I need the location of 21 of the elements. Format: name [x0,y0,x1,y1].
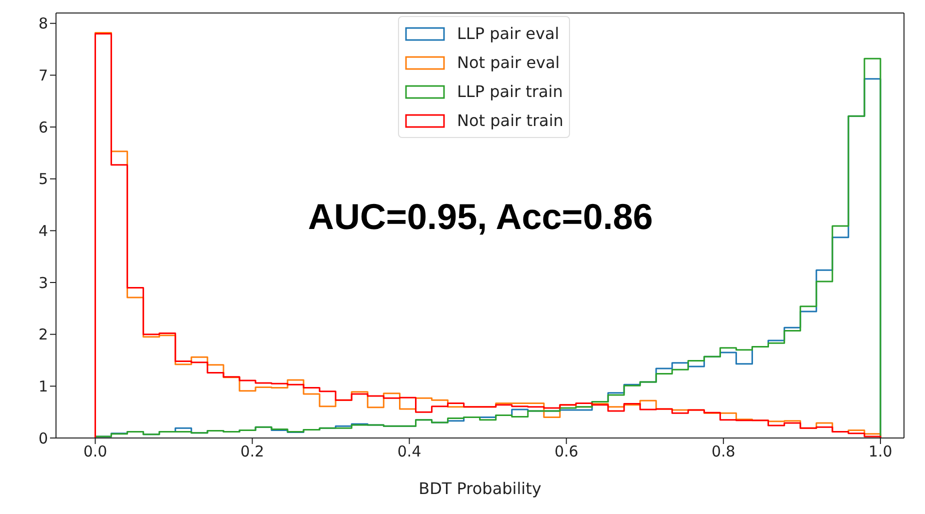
y-tick-label: 8 [38,14,48,33]
x-tick-label: 0.2 [240,442,264,461]
legend-label: Not pair eval [457,53,560,72]
y-tick-label: 5 [38,170,48,188]
x-tick-label: 0.0 [83,442,108,461]
annotation: AUC=0.95, Acc=0.86 [308,196,653,238]
y-tick-label: 6 [38,118,48,136]
y-tick-label: 2 [38,326,48,344]
y-tick-label: 7 [38,66,48,85]
x-axis-title: BDT Probability [418,479,542,498]
x-tick-label: 0.6 [554,442,578,461]
y-tick-label: 4 [38,222,48,240]
y-tick-label: 3 [38,274,48,292]
x-tick-label: 0.4 [397,442,422,461]
y-tick-label: 0 [38,429,48,448]
x-tick-label: 1.0 [868,442,892,461]
x-tick-label: 0.8 [711,442,736,461]
legend-label: LLP pair eval [457,24,560,43]
legend-label: LLP pair train [457,82,563,101]
legend-label: Not pair train [457,111,564,130]
y-tick-label: 1 [38,377,48,396]
